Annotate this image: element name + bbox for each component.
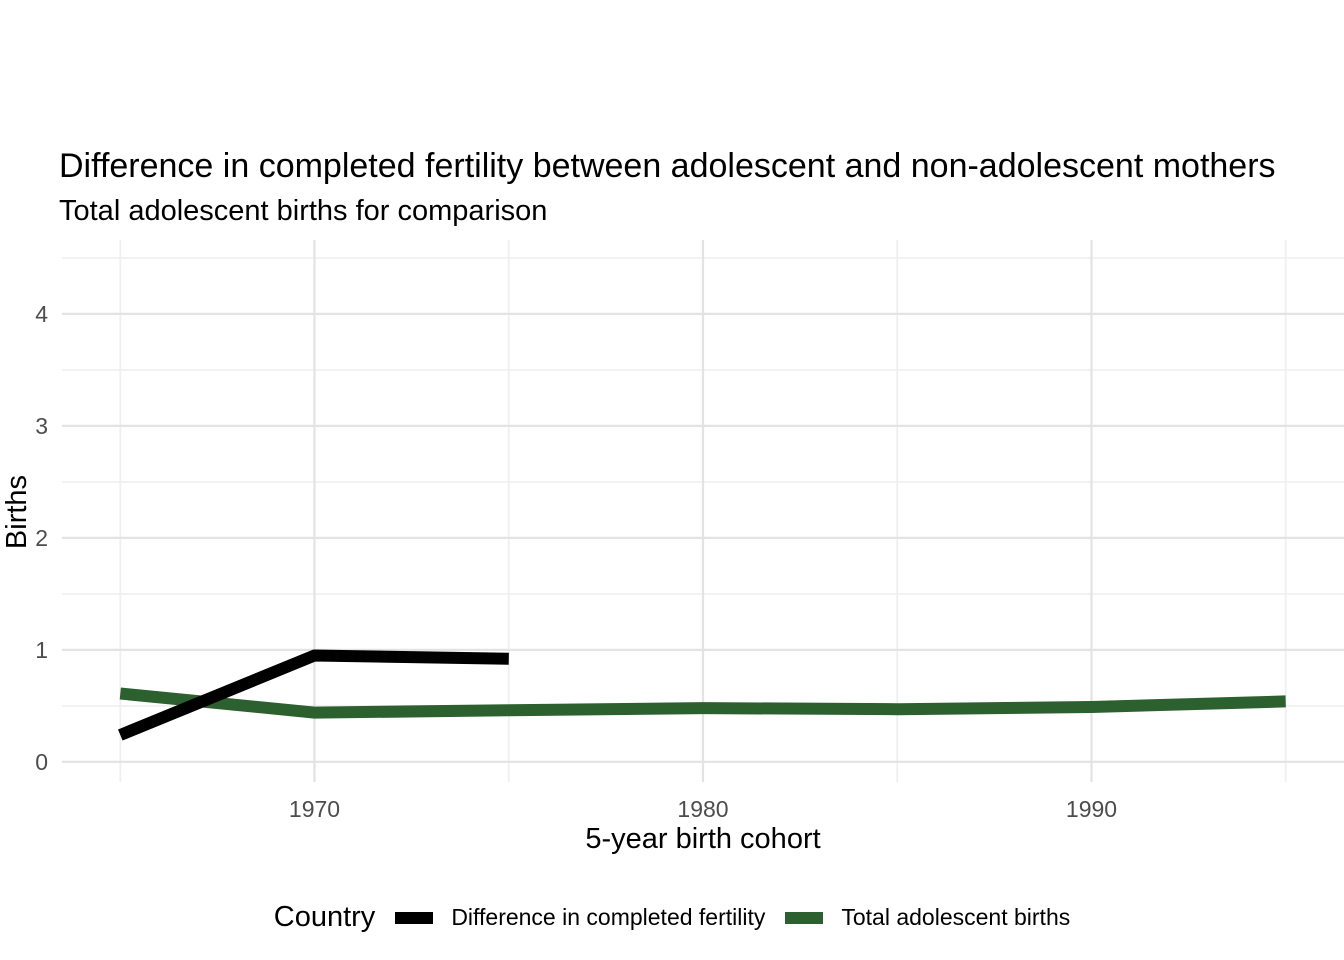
legend-item-total-births: Total adolescent births	[785, 904, 1070, 931]
chart-subtitle: Total adolescent births for comparison	[59, 195, 548, 227]
legend: Country Difference in completed fertilit…	[0, 901, 1344, 934]
legend-title: Country	[273, 901, 376, 933]
x-tick-label: 1990	[1065, 796, 1118, 822]
y-tick-label: 2	[35, 524, 48, 551]
legend-swatch-black-line-icon	[395, 911, 434, 924]
chart-title: Difference in completed fertility betwee…	[59, 147, 1276, 185]
x-tick-label: 1970	[288, 796, 341, 822]
y-tick-label: 0	[35, 748, 48, 775]
x-axis-title: 5-year birth cohort	[585, 823, 821, 855]
legend-item-difference: Difference in completed fertility	[395, 904, 765, 931]
series-line	[118, 649, 509, 741]
x-tick-label: 1980	[677, 796, 729, 822]
y-tick-label: 3	[35, 412, 48, 439]
legend-label: Total adolescent births	[841, 904, 1071, 930]
y-tick-label: 4	[35, 300, 48, 327]
y-axis-title: Births	[1, 474, 33, 550]
legend-label: Difference in completed fertility	[451, 904, 766, 930]
y-tick-label: 1	[35, 636, 48, 663]
series-line	[119, 687, 1286, 719]
legend-swatch-green-line-icon	[785, 911, 824, 924]
